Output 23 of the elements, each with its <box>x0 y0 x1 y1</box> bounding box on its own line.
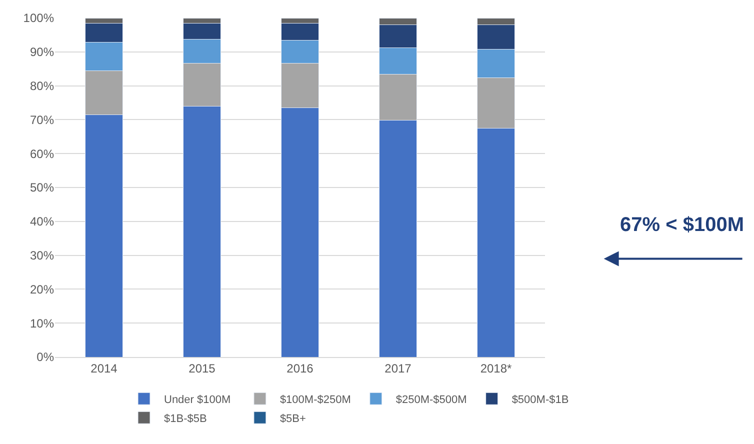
x-tick-label: 2018* <box>480 361 512 376</box>
x-tick-label: 2015 <box>188 361 216 376</box>
y-tick-label: 50% <box>30 180 54 195</box>
legend-label: Under $100M <box>164 394 231 406</box>
text: 67% < $100M <box>620 214 744 236</box>
legend-label: $5B+ <box>280 412 306 425</box>
y-tick-label: 90% <box>30 45 54 60</box>
y-tick-label: 100% <box>23 11 54 26</box>
legend-label: $500M-$1B <box>512 394 569 406</box>
y-tick-label: 30% <box>30 248 54 262</box>
legend-label: $100M-$250M <box>280 394 351 406</box>
x-tick-label: 2016 <box>286 361 314 376</box>
x-tick-label: 2017 <box>384 361 412 376</box>
y-tick-label: 70% <box>30 112 54 127</box>
y-tick-label: 40% <box>30 214 54 229</box>
y-tick-label: 0% <box>36 350 54 364</box>
x-tick-label: 2014 <box>90 361 118 376</box>
y-tick-label: 20% <box>30 282 54 296</box>
y-tick-label: 80% <box>30 79 54 93</box>
y-tick-label: 10% <box>30 316 54 330</box>
legend-label: $1B-$5B <box>164 412 207 425</box>
y-tick-label: 60% <box>30 146 54 161</box>
legend-label: $250M-$500M <box>396 394 467 406</box>
